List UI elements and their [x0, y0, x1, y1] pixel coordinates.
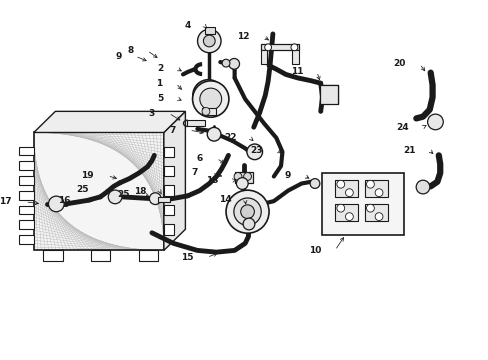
Circle shape	[243, 218, 254, 230]
Circle shape	[207, 127, 221, 141]
Circle shape	[374, 213, 382, 221]
Bar	[364, 204, 387, 221]
Text: 22: 22	[224, 133, 236, 142]
Bar	[334, 204, 357, 221]
Circle shape	[228, 58, 239, 69]
Ellipse shape	[192, 80, 224, 111]
Circle shape	[233, 198, 261, 225]
Bar	[163, 224, 174, 235]
Circle shape	[149, 193, 161, 204]
Bar	[139, 251, 158, 261]
Text: 18: 18	[134, 187, 146, 196]
Text: 4: 4	[184, 21, 190, 30]
Text: 14: 14	[219, 195, 231, 204]
Circle shape	[48, 196, 64, 212]
Polygon shape	[261, 45, 299, 50]
Circle shape	[243, 172, 251, 180]
Polygon shape	[186, 120, 204, 126]
Text: 24: 24	[396, 123, 408, 132]
Polygon shape	[261, 50, 266, 64]
Bar	[202, 108, 216, 115]
Bar	[163, 185, 174, 196]
Circle shape	[203, 35, 215, 47]
Circle shape	[290, 44, 297, 51]
Circle shape	[192, 81, 228, 117]
Text: 25: 25	[76, 185, 89, 194]
Bar	[20, 220, 34, 229]
Circle shape	[366, 204, 374, 212]
Text: 7: 7	[169, 126, 175, 135]
Bar	[20, 206, 34, 215]
Bar	[334, 180, 357, 197]
Bar	[163, 204, 174, 215]
Text: 6: 6	[196, 154, 203, 163]
Text: 2: 2	[157, 64, 163, 73]
Bar	[20, 161, 34, 170]
Text: 9: 9	[284, 171, 290, 180]
Text: 15: 15	[181, 253, 193, 262]
Bar	[20, 191, 34, 200]
Polygon shape	[34, 132, 163, 251]
Text: 12: 12	[237, 32, 249, 41]
Polygon shape	[204, 27, 214, 34]
Bar	[43, 251, 62, 261]
Circle shape	[200, 88, 221, 110]
Circle shape	[236, 177, 247, 189]
Text: 9: 9	[115, 51, 121, 60]
Text: 21: 21	[402, 145, 415, 154]
Bar	[163, 166, 174, 176]
Circle shape	[427, 114, 442, 130]
Bar	[321, 173, 403, 235]
Circle shape	[225, 190, 268, 233]
Text: 11: 11	[290, 67, 303, 76]
Text: 10: 10	[308, 246, 321, 255]
Bar	[158, 197, 170, 202]
Text: 16: 16	[58, 196, 70, 205]
Polygon shape	[34, 111, 185, 132]
Text: 8: 8	[127, 46, 133, 55]
Circle shape	[336, 180, 344, 188]
Circle shape	[246, 144, 262, 160]
Bar	[20, 176, 34, 185]
Text: 1: 1	[156, 79, 162, 88]
Bar	[234, 172, 252, 183]
Bar	[163, 147, 174, 157]
Text: 7: 7	[191, 168, 198, 177]
Circle shape	[415, 180, 429, 194]
Circle shape	[336, 204, 344, 212]
Bar	[364, 180, 387, 197]
Polygon shape	[291, 50, 299, 64]
Circle shape	[309, 179, 319, 188]
Circle shape	[234, 172, 242, 180]
Text: 19: 19	[81, 171, 94, 180]
Text: 17: 17	[0, 197, 12, 206]
Circle shape	[240, 205, 254, 219]
Polygon shape	[163, 111, 185, 251]
Circle shape	[108, 190, 122, 204]
Text: 3: 3	[148, 109, 155, 118]
Circle shape	[366, 180, 374, 188]
Text: 25: 25	[118, 190, 130, 199]
Bar	[20, 235, 34, 244]
Circle shape	[374, 189, 382, 197]
Text: 5: 5	[157, 94, 163, 103]
Bar	[20, 147, 34, 156]
Circle shape	[197, 29, 221, 53]
Bar	[91, 251, 110, 261]
Circle shape	[345, 189, 352, 197]
Circle shape	[345, 213, 352, 221]
Circle shape	[202, 107, 209, 115]
Text: 23: 23	[249, 145, 262, 154]
Circle shape	[264, 44, 271, 51]
Circle shape	[222, 59, 229, 67]
Text: 20: 20	[393, 59, 405, 68]
Polygon shape	[319, 85, 337, 104]
Text: 13: 13	[205, 176, 218, 185]
